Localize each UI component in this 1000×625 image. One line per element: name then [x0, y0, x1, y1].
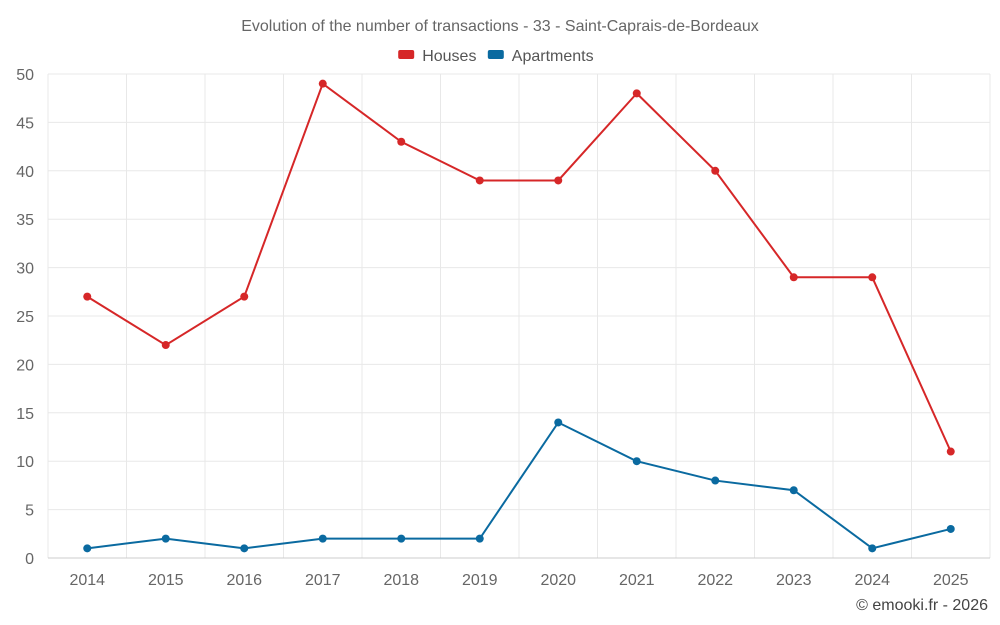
x-tick-label: 2015 — [148, 572, 184, 589]
legend-swatch — [487, 50, 504, 59]
data-point-houses[interactable] — [161, 341, 170, 350]
x-tick-label: 2020 — [540, 572, 576, 589]
y-tick-label: 20 — [16, 357, 34, 374]
y-tick-label: 15 — [16, 406, 34, 423]
y-tick-label: 10 — [16, 454, 34, 471]
x-tick-label: 2016 — [226, 572, 262, 589]
x-tick-label: 2019 — [462, 572, 498, 589]
data-point-houses[interactable] — [789, 273, 798, 282]
data-point-houses[interactable] — [632, 89, 641, 98]
data-point-houses[interactable] — [397, 137, 406, 146]
legend-swatch — [398, 50, 415, 59]
data-point-apartments[interactable] — [475, 534, 484, 543]
data-point-apartments[interactable] — [946, 524, 955, 533]
y-tick-label: 25 — [16, 309, 34, 326]
legend-item-apartments[interactable]: Apartments — [487, 48, 594, 65]
chart-title: Evolution of the number of transactions … — [241, 18, 759, 35]
y-tick-label: 35 — [16, 212, 34, 229]
y-axis: 0 5 10 15 20 25 30 35 40 45 50 — [16, 67, 34, 568]
plot-area — [83, 79, 955, 553]
x-tick-label: 2023 — [776, 572, 812, 589]
data-point-apartments[interactable] — [397, 534, 406, 543]
data-point-apartments[interactable] — [868, 544, 877, 553]
y-tick-label: 50 — [16, 67, 34, 84]
x-tick-label: 2025 — [933, 572, 969, 589]
series-line-apartments — [87, 421, 951, 550]
data-point-houses[interactable] — [711, 166, 720, 175]
data-point-apartments[interactable] — [318, 534, 327, 543]
x-axis: 2014 2015 2016 2017 2018 2019 2020 2021 2022 2023… — [69, 572, 968, 589]
data-point-houses[interactable] — [240, 292, 249, 301]
legend: Houses Apartments — [398, 48, 594, 65]
y-tick-label: 5 — [25, 503, 34, 520]
series-line-houses — [86, 82, 952, 452]
data-point-apartments[interactable] — [632, 457, 641, 466]
data-point-apartments[interactable] — [711, 476, 720, 485]
data-point-apartments[interactable] — [554, 418, 563, 427]
y-tick-label: 0 — [25, 551, 34, 568]
data-point-houses[interactable] — [868, 273, 877, 282]
x-tick-label: 2014 — [69, 572, 105, 589]
data-point-apartments[interactable] — [789, 486, 798, 495]
legend-label: Apartments — [512, 48, 594, 65]
y-tick-label: 40 — [16, 164, 34, 181]
data-point-apartments[interactable] — [161, 534, 170, 543]
data-point-houses[interactable] — [83, 292, 92, 301]
data-point-apartments[interactable] — [83, 544, 92, 553]
credit-text: © emooki.fr - 2026 — [856, 597, 988, 614]
grid — [47, 73, 991, 559]
data-point-apartments[interactable] — [240, 544, 249, 553]
x-tick-label: 2018 — [383, 572, 419, 589]
x-tick-label: 2022 — [697, 572, 733, 589]
y-tick-label: 45 — [16, 115, 34, 132]
x-tick-label: 2024 — [854, 572, 890, 589]
y-tick-label: 30 — [16, 261, 34, 278]
data-point-houses[interactable] — [318, 79, 327, 88]
x-tick-label: 2017 — [305, 572, 341, 589]
data-point-houses[interactable] — [475, 176, 484, 185]
legend-label: Houses — [422, 48, 476, 65]
data-point-houses[interactable] — [946, 447, 955, 456]
x-tick-label: 2021 — [619, 572, 655, 589]
legend-item-houses[interactable]: Houses — [398, 48, 476, 65]
data-point-houses[interactable] — [554, 176, 563, 185]
